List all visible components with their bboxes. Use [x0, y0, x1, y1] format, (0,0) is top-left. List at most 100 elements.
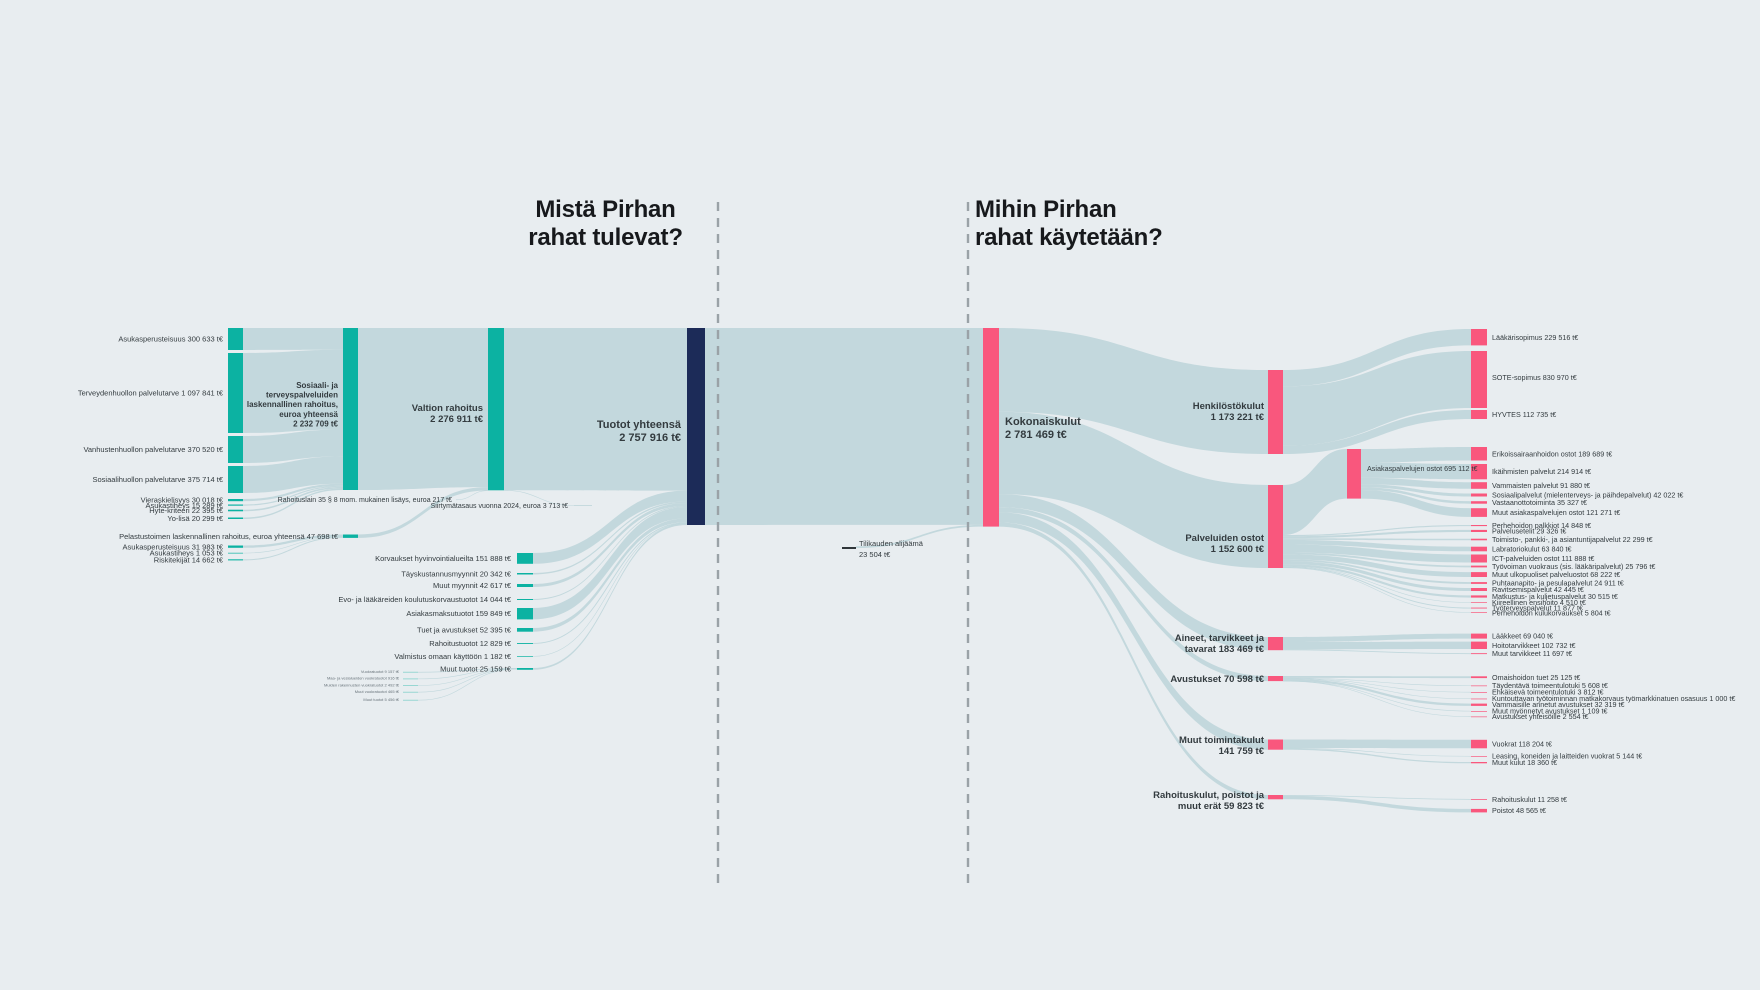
node-asiakaspalvelujen-ostot	[1347, 449, 1361, 499]
flow-kokonaiskulut-henkilostokulut	[999, 328, 1268, 454]
label-rahoituskulut-poistot: Rahoituskulut, poistot ja muut erät 59 82…	[1153, 790, 1265, 812]
node-muut-tarvikkeet	[1471, 653, 1487, 655]
node-toimisto-pankki-asiantuntijapalvelut	[1471, 538, 1487, 541]
flow-avustukset-ehkaiseva-toimeentulotuki	[1282, 678, 1472, 693]
label-tayskustannusmyynnit: Täyskustannusmyynnit 20 342 t€	[401, 569, 511, 578]
label-muut-myonnetyt-avustukset: Muut myönnetyt avustukset 1 109 t€	[1492, 707, 1607, 716]
node-vastaanottotoiminta	[1471, 501, 1487, 504]
node-perhehoidon-kulukorvaukset	[1471, 612, 1487, 613]
node-kuntouttava-tyotoiminta	[1471, 698, 1487, 700]
label-muut-asiakaspalvelujen-ostot: Muut asiakaspalvelujen ostot 121 271 t€	[1492, 508, 1620, 517]
label-vuokrat: Vuokrat 118 204 t€	[1492, 740, 1552, 749]
label-muut-toimintakulut: Muut toimintakulut 141 759 t€	[1179, 735, 1265, 757]
node-palvelusetelit	[1471, 529, 1487, 532]
label-tuotot-yhteensa: Tuotot yhteensä 2 757 916 t€	[597, 419, 682, 444]
label-avustukset: Avustukset 70 598 t€	[1170, 674, 1264, 685]
flow-yo-lisa-sote-laskennallinen-rahoitus	[243, 488, 343, 519]
node-vanhustenhuollon-palvelutarve	[228, 436, 243, 463]
node-muut-vuokratuotot	[403, 691, 418, 693]
node-ehkaiseva-toimeentulotuki	[1471, 692, 1487, 693]
label-sote-laskennallinen-rahoitus: Sosiaali- ja terveyspalveluiden laskennall…	[247, 381, 339, 428]
node-kiireellinen-ensihoito	[1471, 602, 1487, 603]
label-muut-myynnit: Muut myynnit 42 617 t€	[433, 581, 512, 590]
label-toimisto-pankki-asiantuntijapalvelut: Toimisto-, pankki-, ja asiantuntijapalve…	[1492, 535, 1653, 544]
node-perhehoidon-palkkiot	[1471, 525, 1487, 527]
label-vanhustenhuollon-palvelutarve: Vanhustenhuollon palvelutarve 370 520 t€	[83, 445, 223, 454]
node-riskitekijat	[228, 559, 243, 561]
label-koulutuskorvaustuotot: Evo- ja lääkäreiden koulutuskorvaustuoto…	[338, 595, 511, 604]
flow-avustukset-omaishoidon-tuet	[1283, 676, 1471, 679]
label-kuntouttava-tyotoiminta: Kuntouttavan työtoiminnan matkakorvaus t…	[1492, 694, 1735, 703]
flow-terveydenhuollon-palvelutarve-sote-laskennallinen-rahoitus	[243, 349, 343, 433]
flow-muut-vuokratuotot-muut-tuotot	[417, 668, 518, 693]
node-muut-kulut	[1471, 762, 1487, 764]
flow-palveluiden-ostot-tyovoiman-vuokraus	[1283, 552, 1471, 568]
right-section-title: Mihin Pirhan rahat käytetään?	[975, 196, 1163, 251]
label-tuet-ja-avustukset: Tuet ja avustukset 52 395 t€	[417, 625, 512, 634]
label-tilikauden-alijaama: Tilikauden alijäämä 23 504 t€	[859, 539, 924, 559]
label-ravitsemispalvelut: Ravitsemispalvelut 42 445 t€	[1492, 585, 1584, 594]
label-pelastustoimen-rahoitus: Pelastustoimen laskennallinen rahoitus, …	[119, 532, 339, 541]
flow-muut-myynnit-tuotot-yhteensa	[533, 502, 687, 587]
flow-kokonaiskulut-rahoituskulut-poistot	[999, 522, 1268, 800]
node-leasing-vuokrat	[1471, 756, 1487, 757]
flow-avustukset-avustukset-yhteisoille	[1282, 680, 1472, 717]
node-labratoriokulut	[1471, 546, 1487, 552]
label-vammaisille-avustukset: Vammaisille annetut avustukset 32 319 t€	[1492, 700, 1625, 709]
node-valmistus-omaan-kayttoon	[517, 656, 533, 657]
flow-palveluiden-ostot-palvelusetelit	[1283, 529, 1471, 539]
node-vammaisille-avustukset	[1471, 703, 1487, 706]
flow-tilikauden-alijaama-kokonaiskulut	[856, 524, 983, 548]
node-vuokrat	[1471, 739, 1487, 749]
node-asukastiheys-pelastus	[228, 552, 243, 554]
node-valtion-rahoitus	[488, 328, 504, 491]
flow-asiakasmaksutuotot-tuotot-yhteensa	[533, 506, 687, 620]
label-erikoissairaanhoidon-ostot: Erikoissairaanhoidon ostot 189 689 t€	[1492, 450, 1612, 459]
flow-valmistus-omaan-kayttoon-tuotot-yhteensa	[532, 522, 688, 657]
flow-palveluiden-ostot-muut-ulkopuoliset-palveluostot	[1283, 554, 1471, 577]
label-kiireellinen-ensihoito: Kiireellinen ensihoito 4 510 t€	[1492, 598, 1586, 607]
node-poistot	[1471, 808, 1487, 813]
node-koulutuskorvaustuotot	[517, 599, 533, 600]
label-rahoitustuotot: Rahoitustuotot 12 829 t€	[429, 639, 512, 648]
node-tyovoiman-vuokraus	[1471, 565, 1487, 568]
node-muut-tuotot	[517, 668, 533, 670]
label-hyvtes: HYVTES 112 735 t€	[1492, 410, 1556, 419]
node-sote-laskennallinen-rahoitus	[343, 328, 358, 490]
label-riskitekijat: Riskitekijät 14 662 t€	[154, 555, 224, 564]
label-hoitotarvikkeet: Hoitotarvikkeet 102 732 t€	[1492, 641, 1576, 650]
node-matkustus-kuljetuspalvelut	[1471, 595, 1487, 598]
label-matkustus-kuljetuspalvelut: Matkustus- ja kuljetuspalvelut 30 515 t€	[1492, 592, 1618, 601]
flow-asiakaspalvelujen-ostot-vammaisten-palvelut	[1361, 477, 1471, 489]
flow-rahoitustuotot-tuotot-yhteensa	[532, 522, 688, 644]
label-korvaukset-hyvinvointialueilta: Korvaukset hyvinvointialueilta 151 888 t…	[375, 554, 512, 563]
label-henkilostokulut: Henkilöstökulut 1 173 221 t€	[1193, 401, 1265, 423]
node-rahoitustuotot	[517, 643, 533, 644]
node-taydentava-toimeentulotuki	[1471, 685, 1487, 687]
flow-tuotot-yhteensa-kokonaiskulut	[705, 328, 983, 525]
label-laakarisopimus: Lääkärisopimus 229 516 t€	[1492, 333, 1578, 342]
label-palveluiden-ostot: Palveluiden ostot 1 152 600 t€	[1185, 533, 1264, 555]
node-rahoituskulut	[1471, 799, 1487, 800]
flow-rahoituslain-lisays-valtion-rahoitus	[455, 490, 489, 501]
flow-henkilostokulut-hyvtes	[1283, 410, 1471, 454]
flow-palveluiden-ostot-kiireellinen-ensihoito	[1282, 566, 1472, 603]
label-perhehoidon-kulukorvaukset: Perhehoidon kulukorvaukset 5 804 t€	[1492, 609, 1611, 618]
flow-palveluiden-ostot-ict-palveluiden-ostot	[1283, 544, 1471, 563]
label-asiakaspalvelujen-ostot: Asiakaspalvelujen ostot 695 112 t€	[1367, 464, 1478, 473]
label-sosiaalihuollon-palvelutarve: Sosiaalihuollon palvelutarve 375 714 t€	[92, 475, 223, 484]
node-muut-ulkopuoliset-palveluostot	[1471, 572, 1487, 577]
node-muiden-rakennusten-vuokratuotot	[403, 685, 418, 686]
label-asukastiheys-sote: Asukastiheys 15 289 t€	[145, 501, 223, 510]
node-henkilostokulut	[1268, 370, 1283, 454]
node-tayskustannusmyynnit	[517, 573, 533, 575]
label-rahoituslain-lisays: Rahoituslain 35 § 8 mom. mukainen lisäys…	[278, 497, 452, 504]
flow-muut-toimintakulut-vuokrat	[1283, 739, 1471, 749]
label-asukasperusteisuus-sote: Asukasperusteisuus 300 633 t€	[118, 335, 223, 344]
node-hyvtes	[1471, 410, 1487, 419]
node-tyoterveyspalvelut	[1471, 607, 1487, 609]
flow-palveluiden-ostot-ravitsemispalvelut	[1283, 561, 1471, 591]
flow-pelastustoimen-rahoitus-valtion-rahoitus	[358, 487, 488, 538]
node-muut-asiakaspalvelujen-ostot	[1471, 508, 1487, 517]
